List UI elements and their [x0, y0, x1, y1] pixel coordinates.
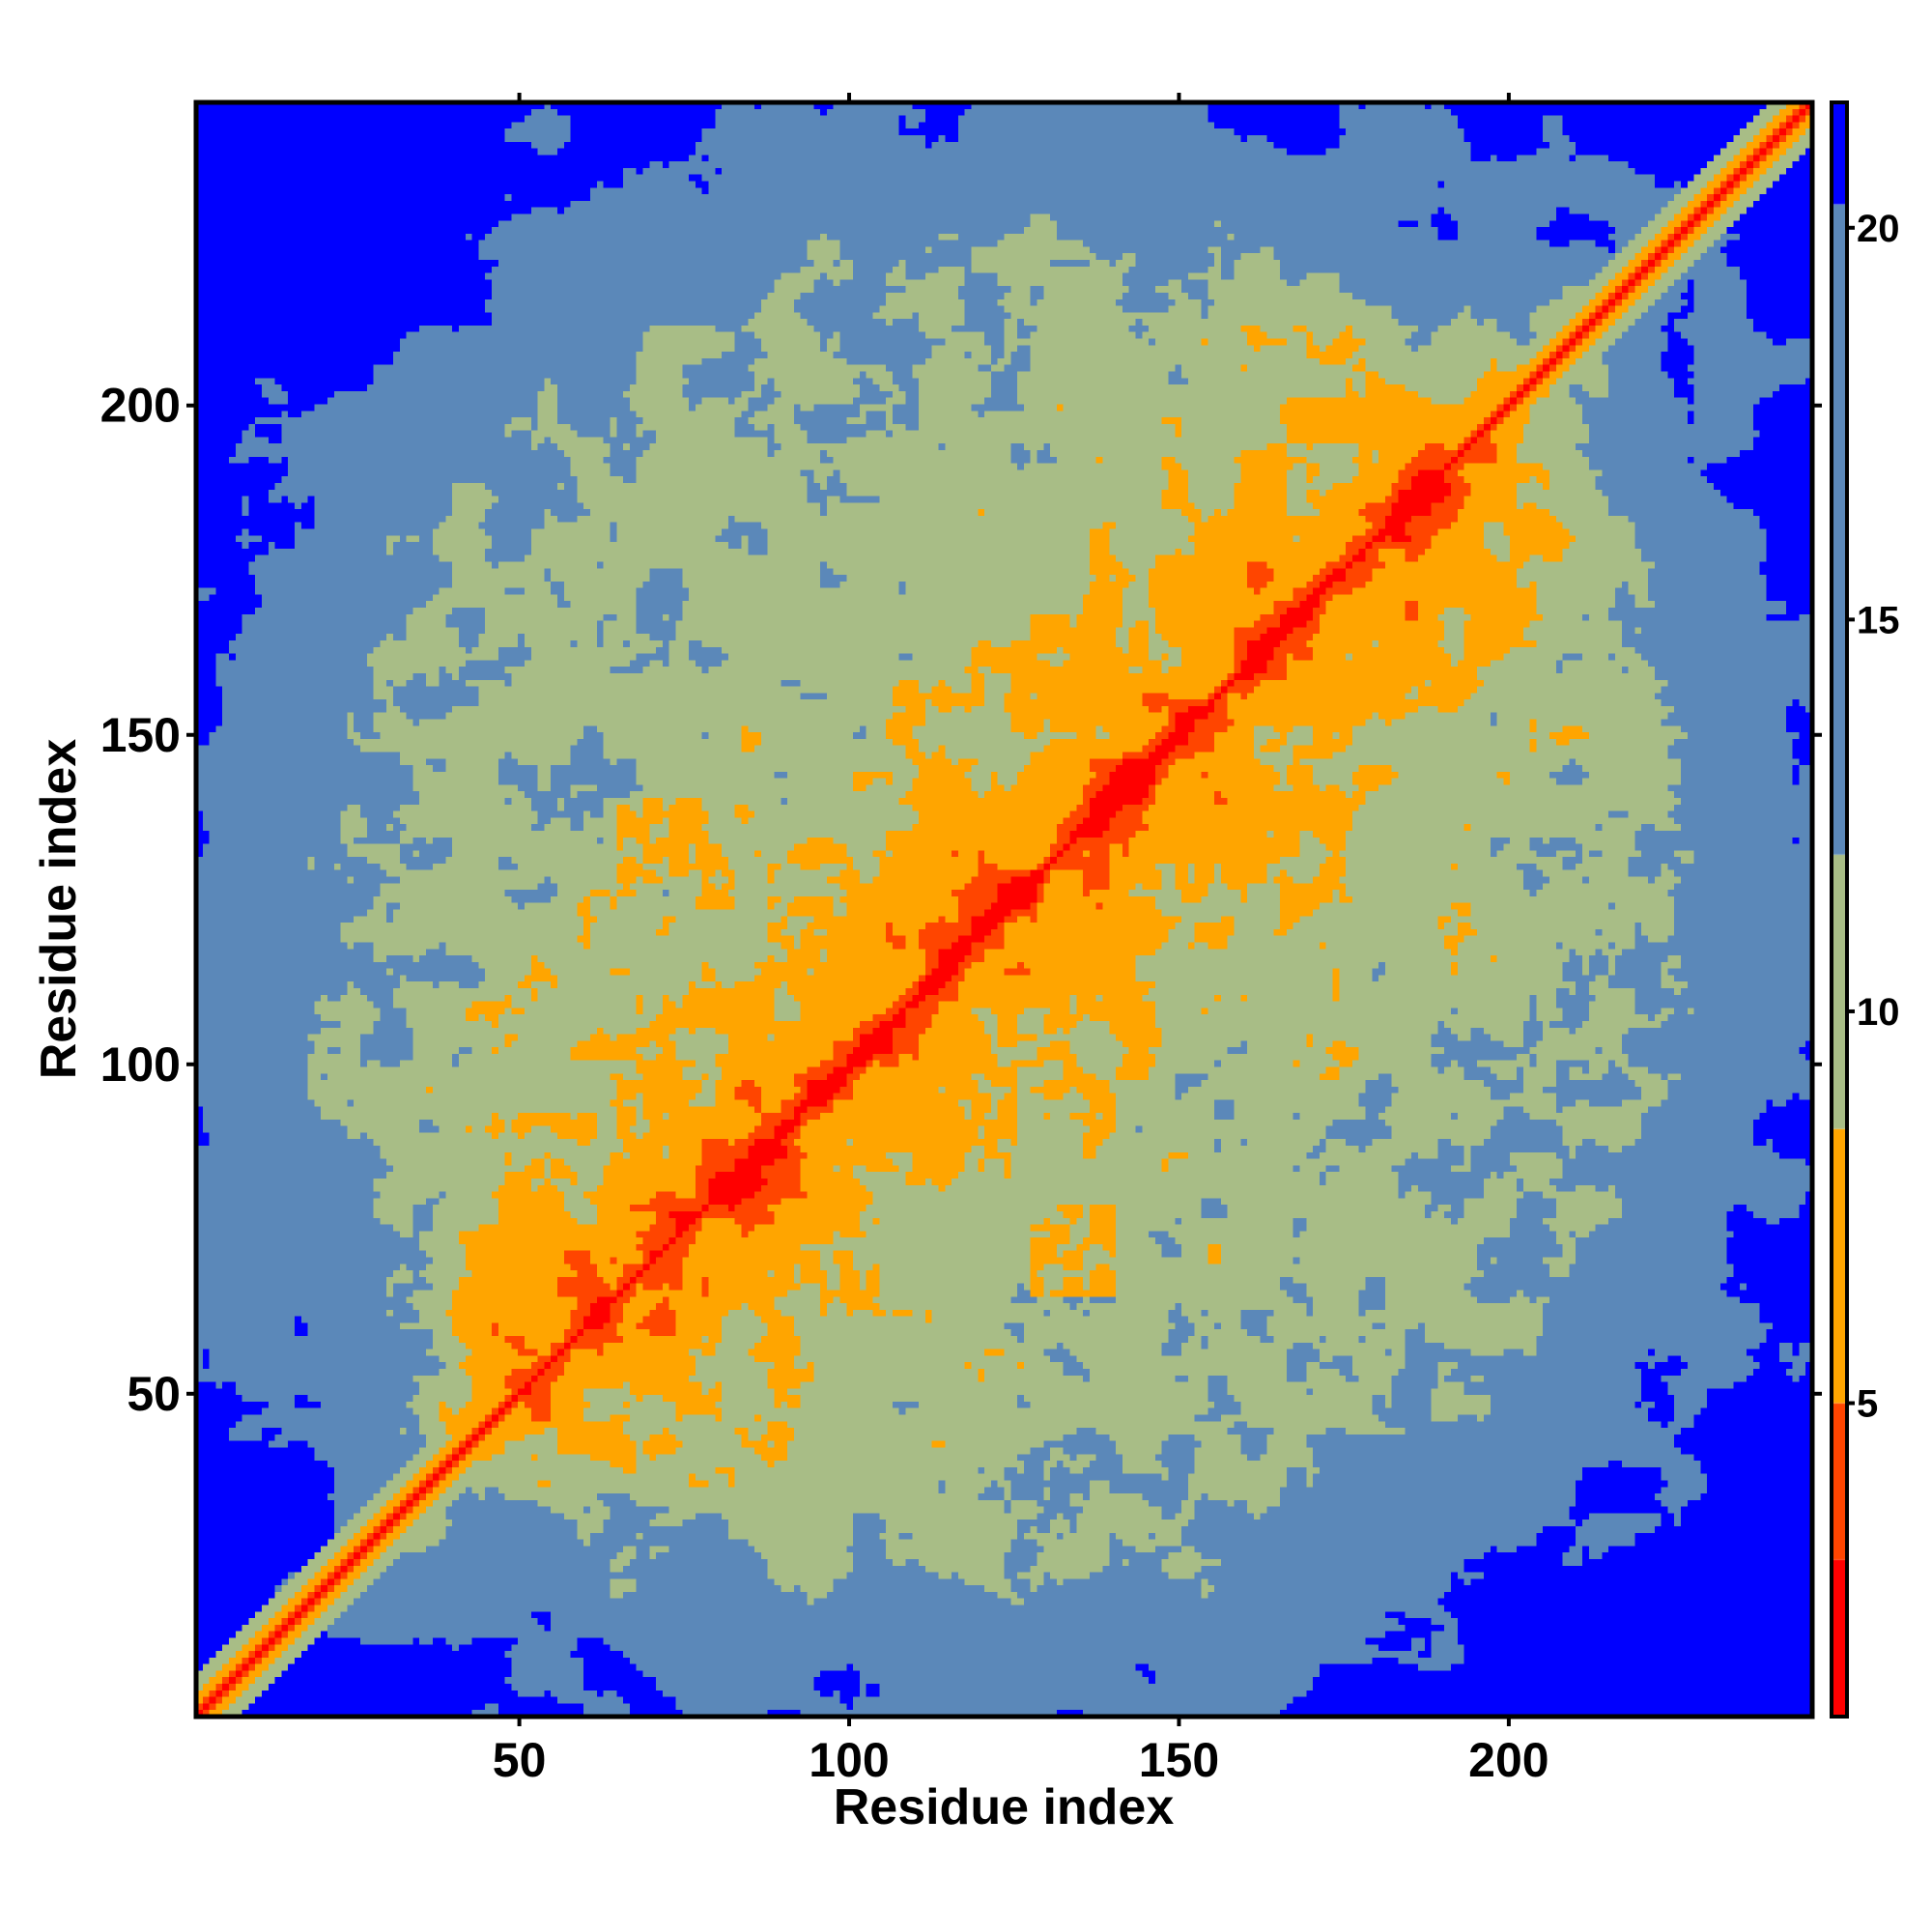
distance-heatmap — [196, 102, 1812, 1717]
colorbar-tick-label: 10 — [1857, 991, 1900, 1034]
colorbar-tick-label: 20 — [1857, 208, 1900, 250]
x-tick-label: 100 — [809, 1733, 889, 1787]
colorbar-tick-label: 5 — [1857, 1383, 1878, 1426]
x-axis-title: Residue index — [834, 1779, 1175, 1835]
colorbar — [1832, 102, 1847, 1717]
y-tick-label: 150 — [100, 708, 181, 762]
y-tick-label: 100 — [100, 1037, 181, 1092]
colorbar-tick-label: 15 — [1857, 599, 1900, 641]
x-tick-label: 200 — [1468, 1733, 1548, 1787]
y-tick-label: 200 — [100, 379, 181, 433]
y-axis-title: Residue index — [31, 739, 87, 1080]
colorbar-frame — [1830, 100, 1849, 1719]
plot-frame — [193, 99, 1815, 1719]
x-tick-label: 50 — [493, 1733, 547, 1787]
x-tick-label: 150 — [1139, 1733, 1219, 1787]
y-tick-label: 50 — [127, 1367, 181, 1421]
